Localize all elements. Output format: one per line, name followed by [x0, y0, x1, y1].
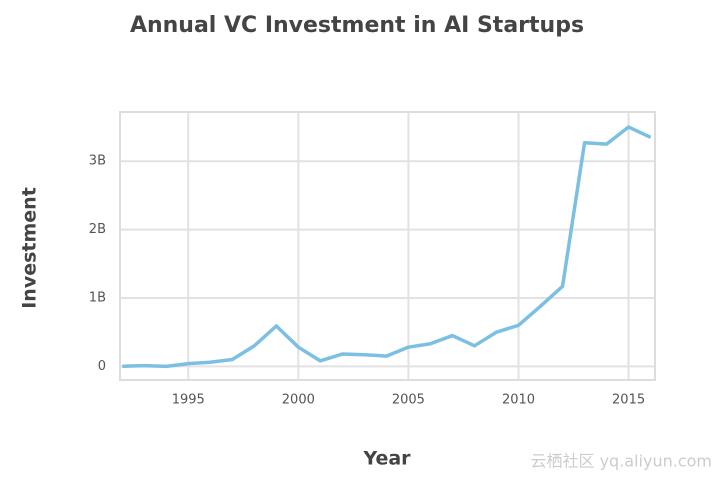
y-axis-label: Investment — [19, 187, 41, 309]
x-tick-label: 2010 — [502, 393, 535, 408]
y-tick-label: 0 — [98, 359, 106, 374]
x-tick-label: 2015 — [612, 393, 645, 408]
y-tick-label: 3B — [89, 154, 106, 169]
chart-title: Annual VC Investment in AI Startups — [130, 13, 584, 38]
grid — [120, 112, 655, 380]
x-tick-label: 1995 — [172, 393, 205, 408]
watermark: 云栖社区 yq.aliyun.com — [530, 452, 712, 471]
y-tick-label: 1B — [89, 290, 106, 305]
y-tick-label: 2B — [89, 222, 106, 237]
line — [122, 125, 652, 369]
x-axis-label: Year — [362, 448, 411, 470]
plot-frame — [119, 111, 656, 381]
x-tick-label: 2005 — [392, 393, 425, 408]
x-tick-label: 2000 — [282, 393, 315, 408]
